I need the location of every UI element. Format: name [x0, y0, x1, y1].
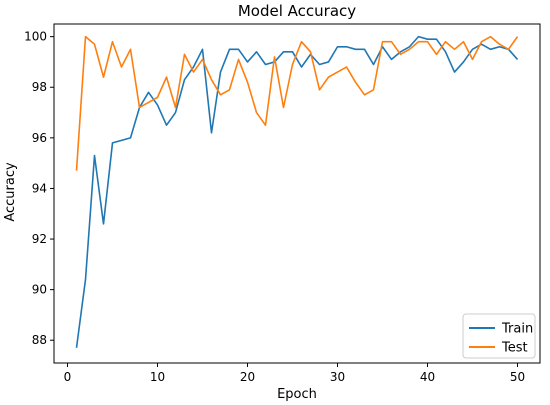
plot-frame: [53, 23, 541, 364]
x-tick-label: 10: [150, 370, 165, 384]
legend-label-test: Test: [501, 341, 528, 356]
axis-ticks: 0 10 20 30 40 50 88 90 92 94 96 98 100: [24, 30, 525, 384]
legend: Train Test: [462, 313, 536, 359]
y-tick-label: 94: [32, 181, 47, 195]
y-tick-label: 98: [32, 80, 47, 94]
series-line-test: [75, 35, 519, 171]
legend-label-train: Train: [501, 322, 533, 337]
chart-title: Model Accuracy: [238, 2, 356, 20]
series-layer: [75, 35, 519, 348]
x-tick-label: 50: [510, 370, 525, 384]
y-tick-label: 100: [24, 30, 47, 44]
x-tick-label: 40: [420, 370, 435, 384]
x-tick-label: 20: [240, 370, 255, 384]
y-tick-label: 92: [32, 232, 47, 246]
y-tick-label: 90: [32, 283, 47, 297]
series-line-train: [75, 35, 519, 348]
y-axis-label: Accuracy: [3, 162, 18, 222]
x-axis-label: Epoch: [277, 387, 317, 402]
x-tick-label: 0: [64, 370, 72, 384]
y-tick-label: 96: [32, 131, 47, 145]
y-tick-label: 88: [32, 333, 47, 347]
x-tick-label: 30: [330, 370, 345, 384]
